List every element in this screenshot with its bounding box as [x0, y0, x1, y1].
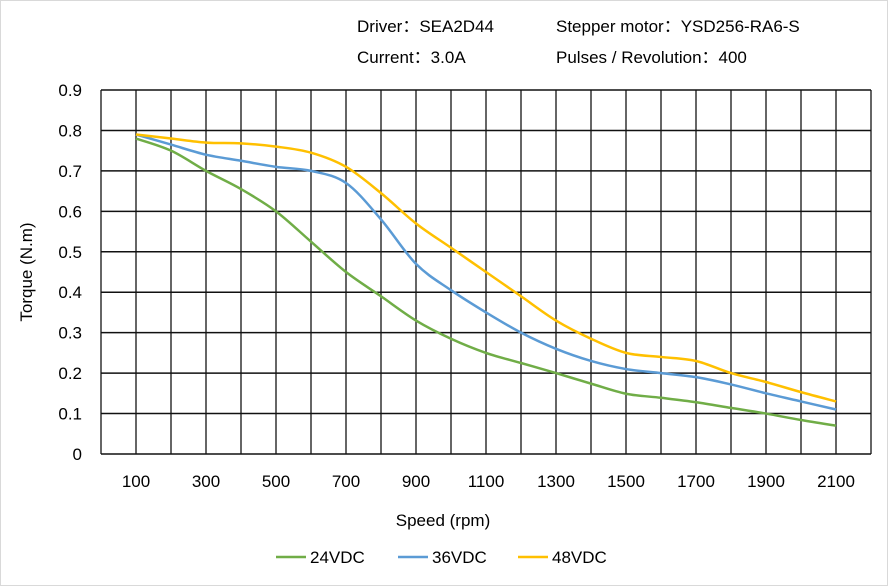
x-tick-label: 700	[332, 472, 360, 491]
y-tick-label: 0	[73, 445, 82, 464]
y-tick-label: 0.7	[58, 162, 82, 181]
series-line-48vdc	[135, 133, 837, 403]
x-tick-label: 500	[262, 472, 290, 491]
y-tick-label: 0.3	[58, 324, 82, 343]
x-tick-label: 300	[192, 472, 220, 491]
series-lines	[135, 133, 837, 427]
header-motor: Stepper motor：YSD256-RA6-S	[556, 17, 800, 36]
x-tick-label: 2100	[817, 472, 855, 491]
y-tick-labels: 0 0.1 0.2 0.3 0.4 0.5 0.6 0.7 0.8 0.9	[58, 81, 82, 464]
x-tick-label: 1300	[537, 472, 575, 491]
x-tick-label: 900	[402, 472, 430, 491]
series-line-36vdc	[135, 133, 837, 411]
x-tick-label: 1700	[677, 472, 715, 491]
legend-label-48vdc: 48VDC	[552, 548, 607, 567]
legend: 24VDC 36VDC 48VDC	[276, 548, 607, 567]
grid	[100, 89, 872, 455]
y-tick-label: 0.1	[58, 405, 82, 424]
y-tick-label: 0.6	[58, 202, 82, 221]
y-tick-label: 0.9	[58, 81, 82, 100]
y-tick-label: 0.4	[58, 283, 82, 302]
header-pulses: Pulses / Revolution：400	[556, 48, 747, 67]
header-current: Current：3.0A	[357, 48, 466, 67]
series-line-24vdc	[135, 137, 837, 427]
x-tick-label: 1500	[607, 472, 645, 491]
x-tick-label: 1900	[747, 472, 785, 491]
y-tick-label: 0.8	[58, 121, 82, 140]
y-axis-title: Torque (N.m)	[17, 222, 36, 321]
x-axis-title: Speed (rpm)	[396, 511, 490, 530]
header-driver: Driver：SEA2D44	[357, 17, 494, 36]
legend-label-36vdc: 36VDC	[432, 548, 487, 567]
x-tick-label: 1100	[468, 472, 505, 491]
legend-label-24vdc: 24VDC	[310, 548, 365, 567]
y-tick-label: 0.5	[58, 243, 82, 262]
x-tick-label: 100	[122, 472, 150, 491]
y-tick-label: 0.2	[58, 364, 82, 383]
x-tick-labels: 100 300 500 700 900 1100 1300 1500 1700 1900 2100	[122, 472, 855, 491]
